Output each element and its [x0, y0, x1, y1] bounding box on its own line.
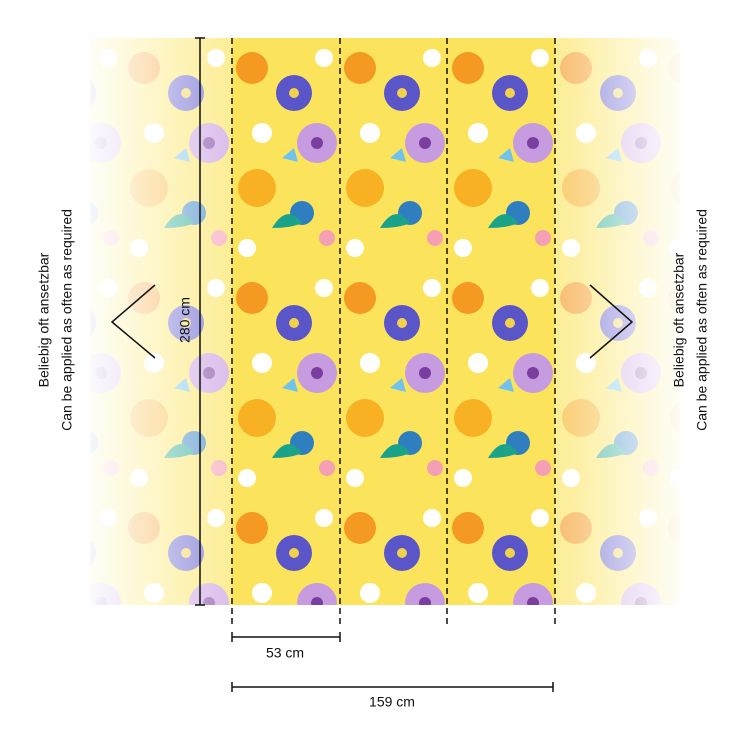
- panel-seams: [231, 38, 556, 628]
- chevron-right: [589, 284, 634, 359]
- height-dimension: [195, 37, 205, 606]
- fade-right: [555, 38, 680, 605]
- right-note-line2: Can be applied as often as required: [694, 209, 710, 431]
- total-width-label: 159 cm: [369, 694, 415, 710]
- left-note-line2: Can be applied as often as required: [59, 209, 75, 431]
- total-width-dimension: [231, 682, 554, 692]
- height-label: 280 cm: [177, 297, 193, 343]
- fade-left: [90, 38, 232, 605]
- left-note-line1: Beliebig oft ansetzbar: [36, 252, 52, 387]
- panel-width-label: 53 cm: [266, 645, 304, 661]
- panel-width-dimension: [231, 632, 341, 642]
- right-note-line1: Beliebig oft ansetzbar: [671, 252, 687, 387]
- chevron-left: [110, 284, 156, 359]
